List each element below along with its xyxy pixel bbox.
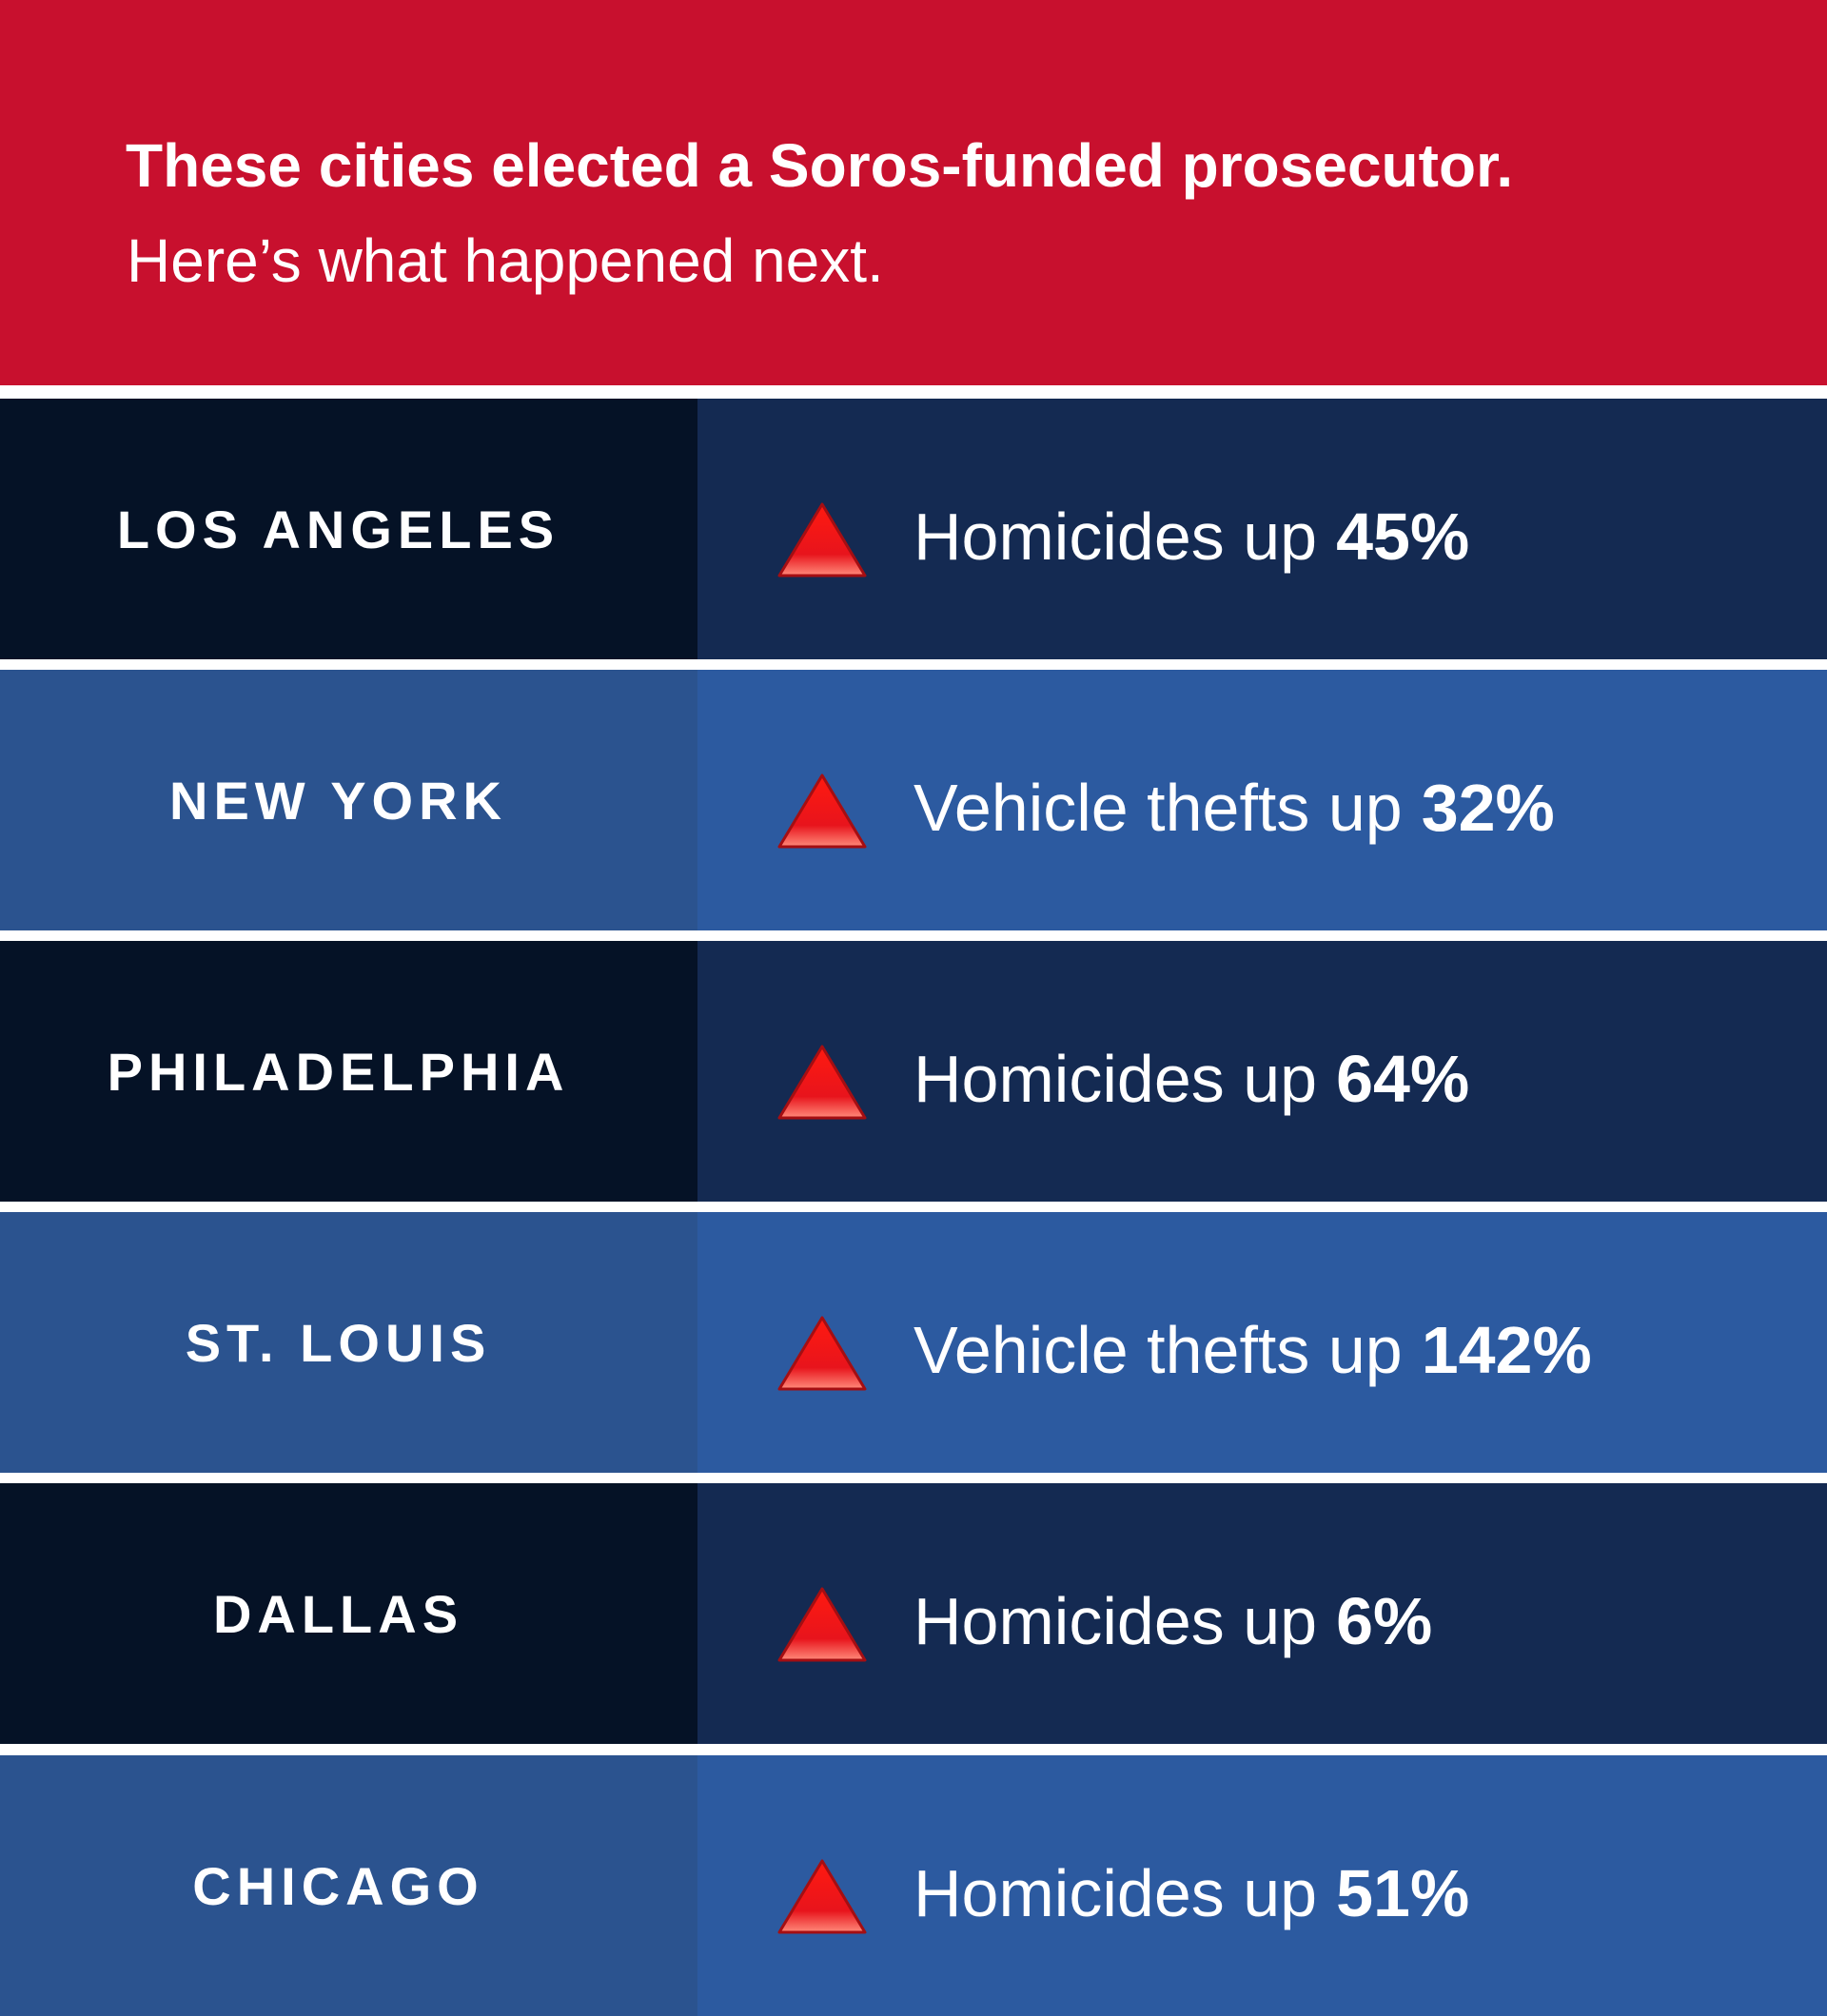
header-banner: These cities elected a Soros-funded pros…: [0, 0, 1827, 385]
stat-value: 51%: [1336, 1856, 1470, 1930]
city-cell: ST. LOUIS: [0, 1212, 697, 1473]
stat-label: Homicides up: [914, 1584, 1318, 1658]
stat-cell: Homicides up 45%: [697, 399, 1827, 659]
city-row-chicago: CHICAGO Homicides up 51%: [0, 1755, 1827, 2016]
city-row-st-louis: ST. LOUIS Vehicle thefts up 142%: [0, 1212, 1827, 1473]
stat-value: 45%: [1336, 499, 1470, 574]
city-name: ST. LOUIS: [185, 1312, 492, 1373]
stat-cell: Vehicle thefts up 142%: [697, 1212, 1827, 1473]
stat-label: Vehicle thefts up: [914, 771, 1403, 845]
city-row-new-york: NEW YORK Vehicle thefts up 32%: [0, 670, 1827, 930]
city-row-los-angeles: LOS ANGELES Homicides up 45%: [0, 399, 1827, 659]
stat-value: 6%: [1336, 1584, 1433, 1658]
city-name: NEW YORK: [169, 770, 507, 831]
red-up-triangle-icon: [777, 502, 867, 577]
stat-cell: Homicides up 6%: [697, 1483, 1827, 1744]
stat-label: Homicides up: [914, 1856, 1318, 1930]
stat-text: Homicides up 45%: [914, 406, 1469, 667]
stat-text: Homicides up 64%: [914, 949, 1469, 1209]
city-name: LOS ANGELES: [116, 499, 560, 559]
stat-cell: Homicides up 51%: [697, 1755, 1827, 2016]
red-up-triangle-icon: [777, 1045, 867, 1120]
red-up-triangle-icon: [777, 1859, 867, 1934]
stat-text: Homicides up 51%: [914, 1763, 1469, 2016]
city-name: DALLAS: [212, 1583, 464, 1644]
red-up-triangle-icon: [777, 773, 867, 849]
red-up-triangle-icon: [777, 1587, 867, 1662]
stat-value: 64%: [1336, 1042, 1470, 1116]
city-row-dallas: DALLAS Homicides up 6%: [0, 1483, 1827, 1744]
city-name: CHICAGO: [192, 1855, 484, 1916]
stat-cell: Homicides up 64%: [697, 941, 1827, 1202]
city-cell: PHILADELPHIA: [0, 941, 697, 1202]
city-cell: CHICAGO: [0, 1755, 697, 2016]
stat-cell: Vehicle thefts up 32%: [697, 670, 1827, 930]
stat-label: Homicides up: [914, 499, 1318, 574]
city-cell: LOS ANGELES: [0, 399, 697, 659]
city-row-philadelphia: PHILADELPHIA Homicides up 64%: [0, 941, 1827, 1202]
city-name: PHILADELPHIA: [107, 1041, 570, 1102]
city-cell: DALLAS: [0, 1483, 697, 1744]
city-cell: NEW YORK: [0, 670, 697, 930]
header-subtitle: Here’s what happened next.: [127, 226, 884, 295]
stat-value: 142%: [1421, 1313, 1592, 1387]
stat-label: Homicides up: [914, 1042, 1318, 1116]
stat-text: Vehicle thefts up 32%: [914, 677, 1555, 938]
stat-value: 32%: [1421, 771, 1555, 845]
red-up-triangle-icon: [777, 1316, 867, 1391]
header-title: These cities elected a Soros-funded pros…: [126, 131, 1514, 200]
stat-label: Vehicle thefts up: [914, 1313, 1403, 1387]
stat-text: Vehicle thefts up 142%: [914, 1220, 1592, 1480]
stat-text: Homicides up 6%: [914, 1491, 1432, 1752]
